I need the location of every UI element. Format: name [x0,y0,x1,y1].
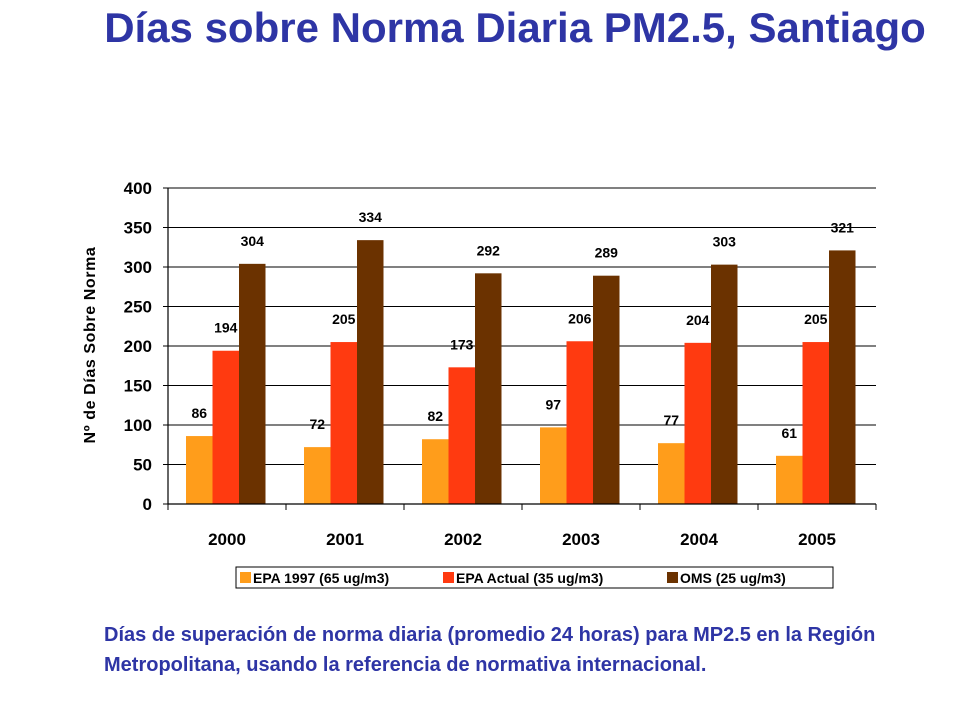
bar [566,341,593,504]
data-label: 205 [804,311,828,327]
x-tick-label: 2005 [798,530,836,549]
data-label: 289 [595,245,619,261]
bar [212,350,239,504]
legend-label: OMS (25 ug/m3) [680,570,786,586]
x-tick-label: 2002 [444,530,482,549]
bar [186,436,213,504]
y-tick-label: 0 [143,495,152,514]
bar [776,455,803,504]
bar [540,427,567,504]
bar [711,264,738,504]
y-tick-label: 250 [124,298,152,317]
x-tick-label: 2001 [326,530,364,549]
bar [239,263,266,504]
data-label: 77 [663,412,679,428]
data-label: 304 [241,233,265,249]
bar [304,447,331,504]
data-label: 206 [568,310,592,326]
data-label: 204 [686,312,710,328]
y-tick-label: 400 [124,179,152,198]
legend-label: EPA 1997 (65 ug/m3) [253,570,389,586]
bar [422,439,449,504]
page-title: Días sobre Norma Diaria PM2.5, Santiago [104,4,926,51]
y-tick-label: 300 [124,258,152,277]
bar [658,443,685,504]
bar [475,273,502,504]
data-label: 321 [831,219,855,235]
data-label: 205 [332,311,356,327]
bar-marks [186,240,856,504]
bar [802,342,829,504]
data-label: 72 [309,416,325,432]
data-label: 303 [713,234,737,250]
bar [357,240,384,504]
data-label: 82 [427,408,443,424]
bar [684,342,711,504]
x-tick-label: 2000 [208,530,246,549]
y-tick-label: 50 [133,456,152,475]
bar [593,275,620,504]
x-tick-label: 2004 [680,530,718,549]
axes: 0 50 100 150 200 250 300 350 400 2000 2001 2002 2003… [124,179,877,549]
y-tick-label: 150 [124,377,152,396]
bar [829,250,856,504]
caption: Días de superación de norma diaria (prom… [104,624,876,676]
bar [330,342,357,504]
data-label: 194 [214,320,238,336]
y-tick-label: 350 [124,219,152,238]
data-label: 97 [545,396,561,412]
legend-label: EPA Actual (35 ug/m3) [456,570,603,586]
data-label: 334 [359,209,383,225]
y-tick-label: 100 [124,416,152,435]
legend-swatch [667,572,678,583]
gridlines [168,187,876,465]
y-axis-label: Nº de Días Sobre Norma [82,247,99,444]
data-label: 86 [191,405,207,421]
bar [448,367,475,504]
legend-box [235,566,834,589]
data-label: 292 [477,242,501,258]
data-label: 173 [450,336,474,352]
data-labels: 86 194 304 72 205 334 82 173 292 97 206 289 77 204 303… [191,209,854,441]
y-tick-label: 200 [124,337,152,356]
data-label: 61 [781,425,797,441]
legend-swatch [443,572,454,583]
legend: EPA 1997 (65 ug/m3) EPA Actual (35 ug/m3)… [235,566,834,589]
legend-swatch [240,572,251,583]
x-tick-label: 2003 [562,530,600,549]
